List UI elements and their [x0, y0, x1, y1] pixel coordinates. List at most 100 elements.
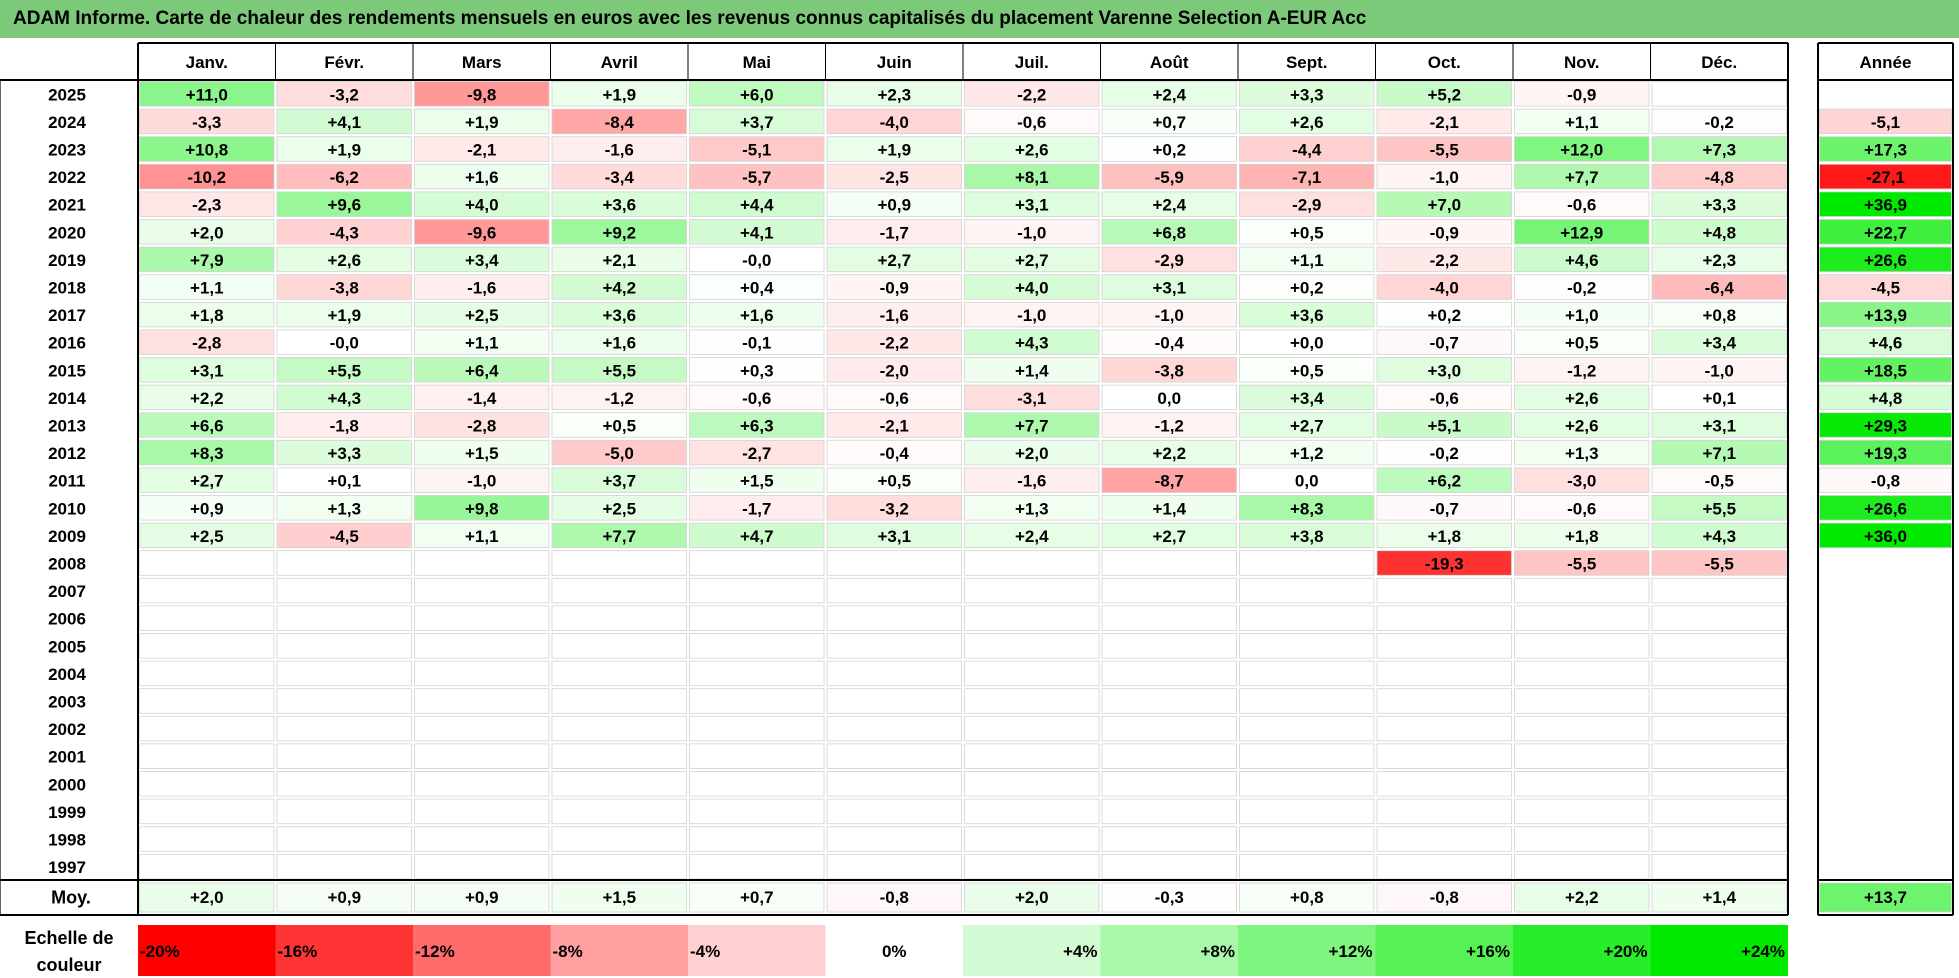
annual-cell-2001: [1819, 743, 1952, 769]
cell-value-2009-12: +4,3: [1702, 527, 1736, 546]
cell-2006-6: [826, 605, 962, 631]
cell-value-2025-4: +1,9: [602, 85, 636, 104]
cell-2022-4: [551, 163, 687, 190]
annual-cell-2021: [1819, 191, 1952, 217]
cell-value-2023-10: -5,5: [1430, 141, 1459, 160]
average-cell-1: [139, 882, 275, 913]
cell-value-2015-7: +1,4: [1015, 361, 1049, 380]
cell-2024-10: [1376, 108, 1512, 135]
cell-value-2011-8: -8,7: [1155, 472, 1184, 491]
average-cell-12: [1651, 882, 1787, 913]
cell-2018-7: [964, 274, 1100, 300]
cell-1997-8: [1101, 853, 1237, 880]
cell-2024-3: [414, 108, 550, 135]
cell-2016-5: [689, 329, 825, 355]
year-label-2019: 2019: [48, 251, 86, 270]
cell-2023-10: [1376, 136, 1512, 162]
cell-2006-9: [1239, 605, 1375, 631]
cell-value-2024-3: +1,9: [465, 113, 499, 132]
cell-2009-6: [826, 522, 962, 549]
cell-1999-9: [1239, 798, 1375, 825]
cell-2018-11: [1514, 274, 1650, 300]
cell-value-2021-11: -0,6: [1567, 196, 1596, 215]
cell-value-2009-9: +3,8: [1290, 527, 1324, 546]
cell-2024-12: [1651, 108, 1787, 135]
cell-value-2017-10: +0,2: [1427, 306, 1461, 325]
cell-value-2021-4: +3,6: [602, 196, 636, 215]
cell-2008-9: [1239, 550, 1375, 576]
cell-value-2022-3: +1,6: [465, 168, 499, 187]
cell-2019-8: [1101, 246, 1237, 273]
cell-value-2015-3: +6,4: [465, 361, 499, 380]
annual-cell-2000: [1819, 771, 1952, 797]
cell-value-2023-6: +1,9: [877, 141, 911, 160]
cell-2010-5: [689, 495, 825, 521]
cell-2001-7: [964, 743, 1100, 769]
cell-2000-6: [826, 771, 962, 797]
cell-2005-8: [1101, 633, 1237, 659]
cell-value-2021-6: +0,9: [877, 196, 911, 215]
cell-2012-8: [1101, 439, 1237, 466]
year-label-2018: 2018: [48, 279, 86, 298]
cell-2016-1: [139, 329, 275, 355]
cell-2017-1: [139, 301, 275, 328]
annual-cell-2017: [1819, 301, 1952, 328]
cell-2000-4: [551, 771, 687, 797]
scale-swatch-3: [413, 925, 551, 976]
year-label-2020: 2020: [48, 223, 86, 242]
cell-2001-2: [276, 743, 412, 769]
cell-value-2011-1: +2,7: [190, 472, 224, 491]
year-label-2009: 2009: [48, 527, 86, 546]
cell-2018-5: [689, 274, 825, 300]
cell-value-2024-6: -4,0: [880, 113, 909, 132]
cell-2013-7: [964, 412, 1100, 438]
annual-cell-2005: [1819, 633, 1952, 659]
cell-2007-1: [139, 577, 275, 604]
cell-value-2022-2: -6,2: [330, 168, 359, 187]
cell-value-2019-4: +2,1: [602, 251, 636, 270]
cell-value-2018-7: +4,0: [1015, 279, 1049, 298]
cell-value-2023-3: -2,1: [467, 141, 496, 160]
cell-2005-6: [826, 633, 962, 659]
cell-2019-1: [139, 246, 275, 273]
cell-value-2017-5: +1,6: [740, 306, 774, 325]
cell-value-2013-12: +3,1: [1702, 417, 1736, 436]
cell-value-2025-11: -0,9: [1567, 85, 1596, 104]
scale-swatch-2: [275, 925, 413, 976]
cell-2008-11: [1514, 550, 1650, 576]
cell-value-2024-7: -0,6: [1017, 113, 1046, 132]
cell-value-2018-4: +4,2: [602, 279, 636, 298]
cell-2004-8: [1101, 660, 1237, 687]
cell-1997-4: [551, 853, 687, 880]
cell-2001-1: [139, 743, 275, 769]
cell-2006-5: [689, 605, 825, 631]
cell-2013-6: [826, 412, 962, 438]
scale-label-4: -8%: [553, 942, 583, 961]
cell-value-2025-9: +3,3: [1290, 85, 1324, 104]
cell-value-2012-5: -2,7: [742, 444, 771, 463]
cell-2001-10: [1376, 743, 1512, 769]
cell-2010-6: [826, 495, 962, 521]
cell-2012-7: [964, 439, 1100, 466]
year-label-2000: 2000: [48, 775, 86, 794]
cell-2009-5: [689, 522, 825, 549]
cell-value-2009-3: +1,1: [465, 527, 499, 546]
cell-2022-8: [1101, 163, 1237, 190]
cell-2001-11: [1514, 743, 1650, 769]
cell-value-2024-10: -2,1: [1430, 113, 1459, 132]
cell-2024-7: [964, 108, 1100, 135]
scale-label-line1: Echelle de: [24, 928, 113, 948]
cell-2013-11: [1514, 412, 1650, 438]
year-label-2006: 2006: [48, 610, 86, 629]
cell-2025-1: [139, 81, 275, 107]
cell-value-2010-11: -0,6: [1567, 499, 1596, 518]
cell-2014-1: [139, 384, 275, 411]
cell-2011-11: [1514, 467, 1650, 493]
cell-2017-10: [1376, 301, 1512, 328]
cell-value-2021-10: +7,0: [1427, 196, 1461, 215]
cell-2006-4: [551, 605, 687, 631]
cell-2009-2: [276, 522, 412, 549]
cell-2021-11: [1514, 191, 1650, 217]
year-label-2023: 2023: [48, 141, 86, 160]
annual-cell-2013: [1819, 412, 1952, 438]
